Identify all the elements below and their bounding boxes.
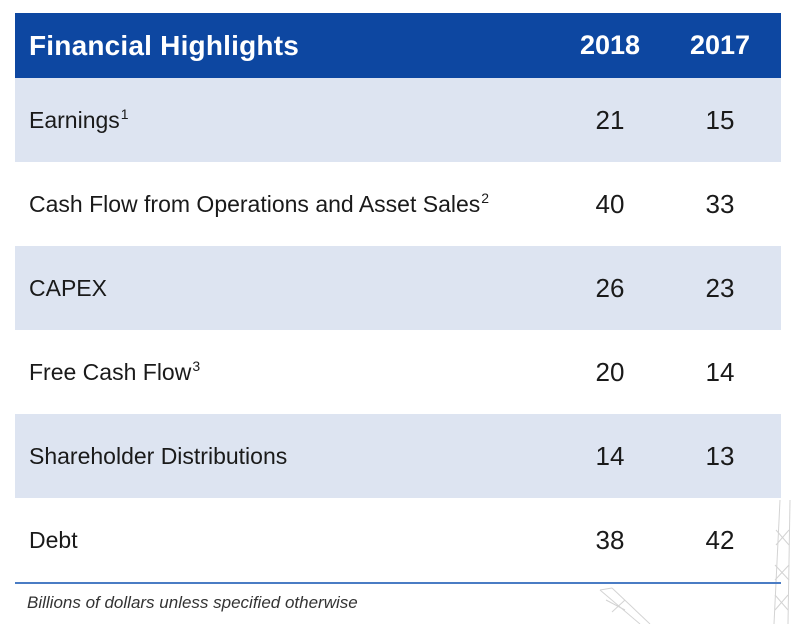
row-label: Debt xyxy=(29,526,78,553)
row-label: CAPEX xyxy=(29,274,107,301)
column-header-2017: 2017 xyxy=(689,30,751,60)
column-header-2018: 2018 xyxy=(579,30,641,60)
value-2018: 20 xyxy=(595,356,625,387)
row-label: Shareholder Distributions xyxy=(29,442,288,469)
footnote-marker: 1 xyxy=(120,106,129,122)
value-2017: 14 xyxy=(705,356,735,387)
value-2017: 23 xyxy=(705,272,735,303)
value-2017: 42 xyxy=(705,524,735,555)
value-2018: 14 xyxy=(595,440,625,471)
table-row-capex: CAPEX 26 23 xyxy=(15,246,781,330)
row-label: Free Cash Flow3 xyxy=(29,358,201,385)
table-row-earnings: Earnings1 21 15 xyxy=(15,78,781,162)
table-header: Financial Highlights 2018 2017 xyxy=(15,13,781,78)
value-2018: 40 xyxy=(595,188,625,219)
row-label: Cash Flow from Operations and Asset Sale… xyxy=(29,190,490,217)
value-2017: 15 xyxy=(705,104,735,135)
footnote-marker: 3 xyxy=(192,358,201,374)
units-footnote: Billions of dollars unless specified oth… xyxy=(27,593,358,612)
row-label: Earnings1 xyxy=(29,106,129,133)
value-2017: 33 xyxy=(705,188,735,219)
table-row-free-cash-flow: Free Cash Flow3 20 14 xyxy=(15,330,781,414)
value-2018: 38 xyxy=(595,524,625,555)
table-row-cash-flow-operations: Cash Flow from Operations and Asset Sale… xyxy=(15,162,781,246)
value-2018: 21 xyxy=(595,104,625,135)
table-title: Financial Highlights xyxy=(29,29,300,61)
table-bottom-rule xyxy=(15,582,781,584)
financial-highlights-table: Financial Highlights 2018 2017 Earnings1… xyxy=(15,13,781,584)
value-2018: 26 xyxy=(595,272,625,303)
table-row-debt: Debt 38 42 xyxy=(15,498,781,582)
table-row-shareholder-distributions: Shareholder Distributions 14 13 xyxy=(15,414,781,498)
footnote-marker: 2 xyxy=(481,190,490,206)
value-2017: 13 xyxy=(705,440,735,471)
